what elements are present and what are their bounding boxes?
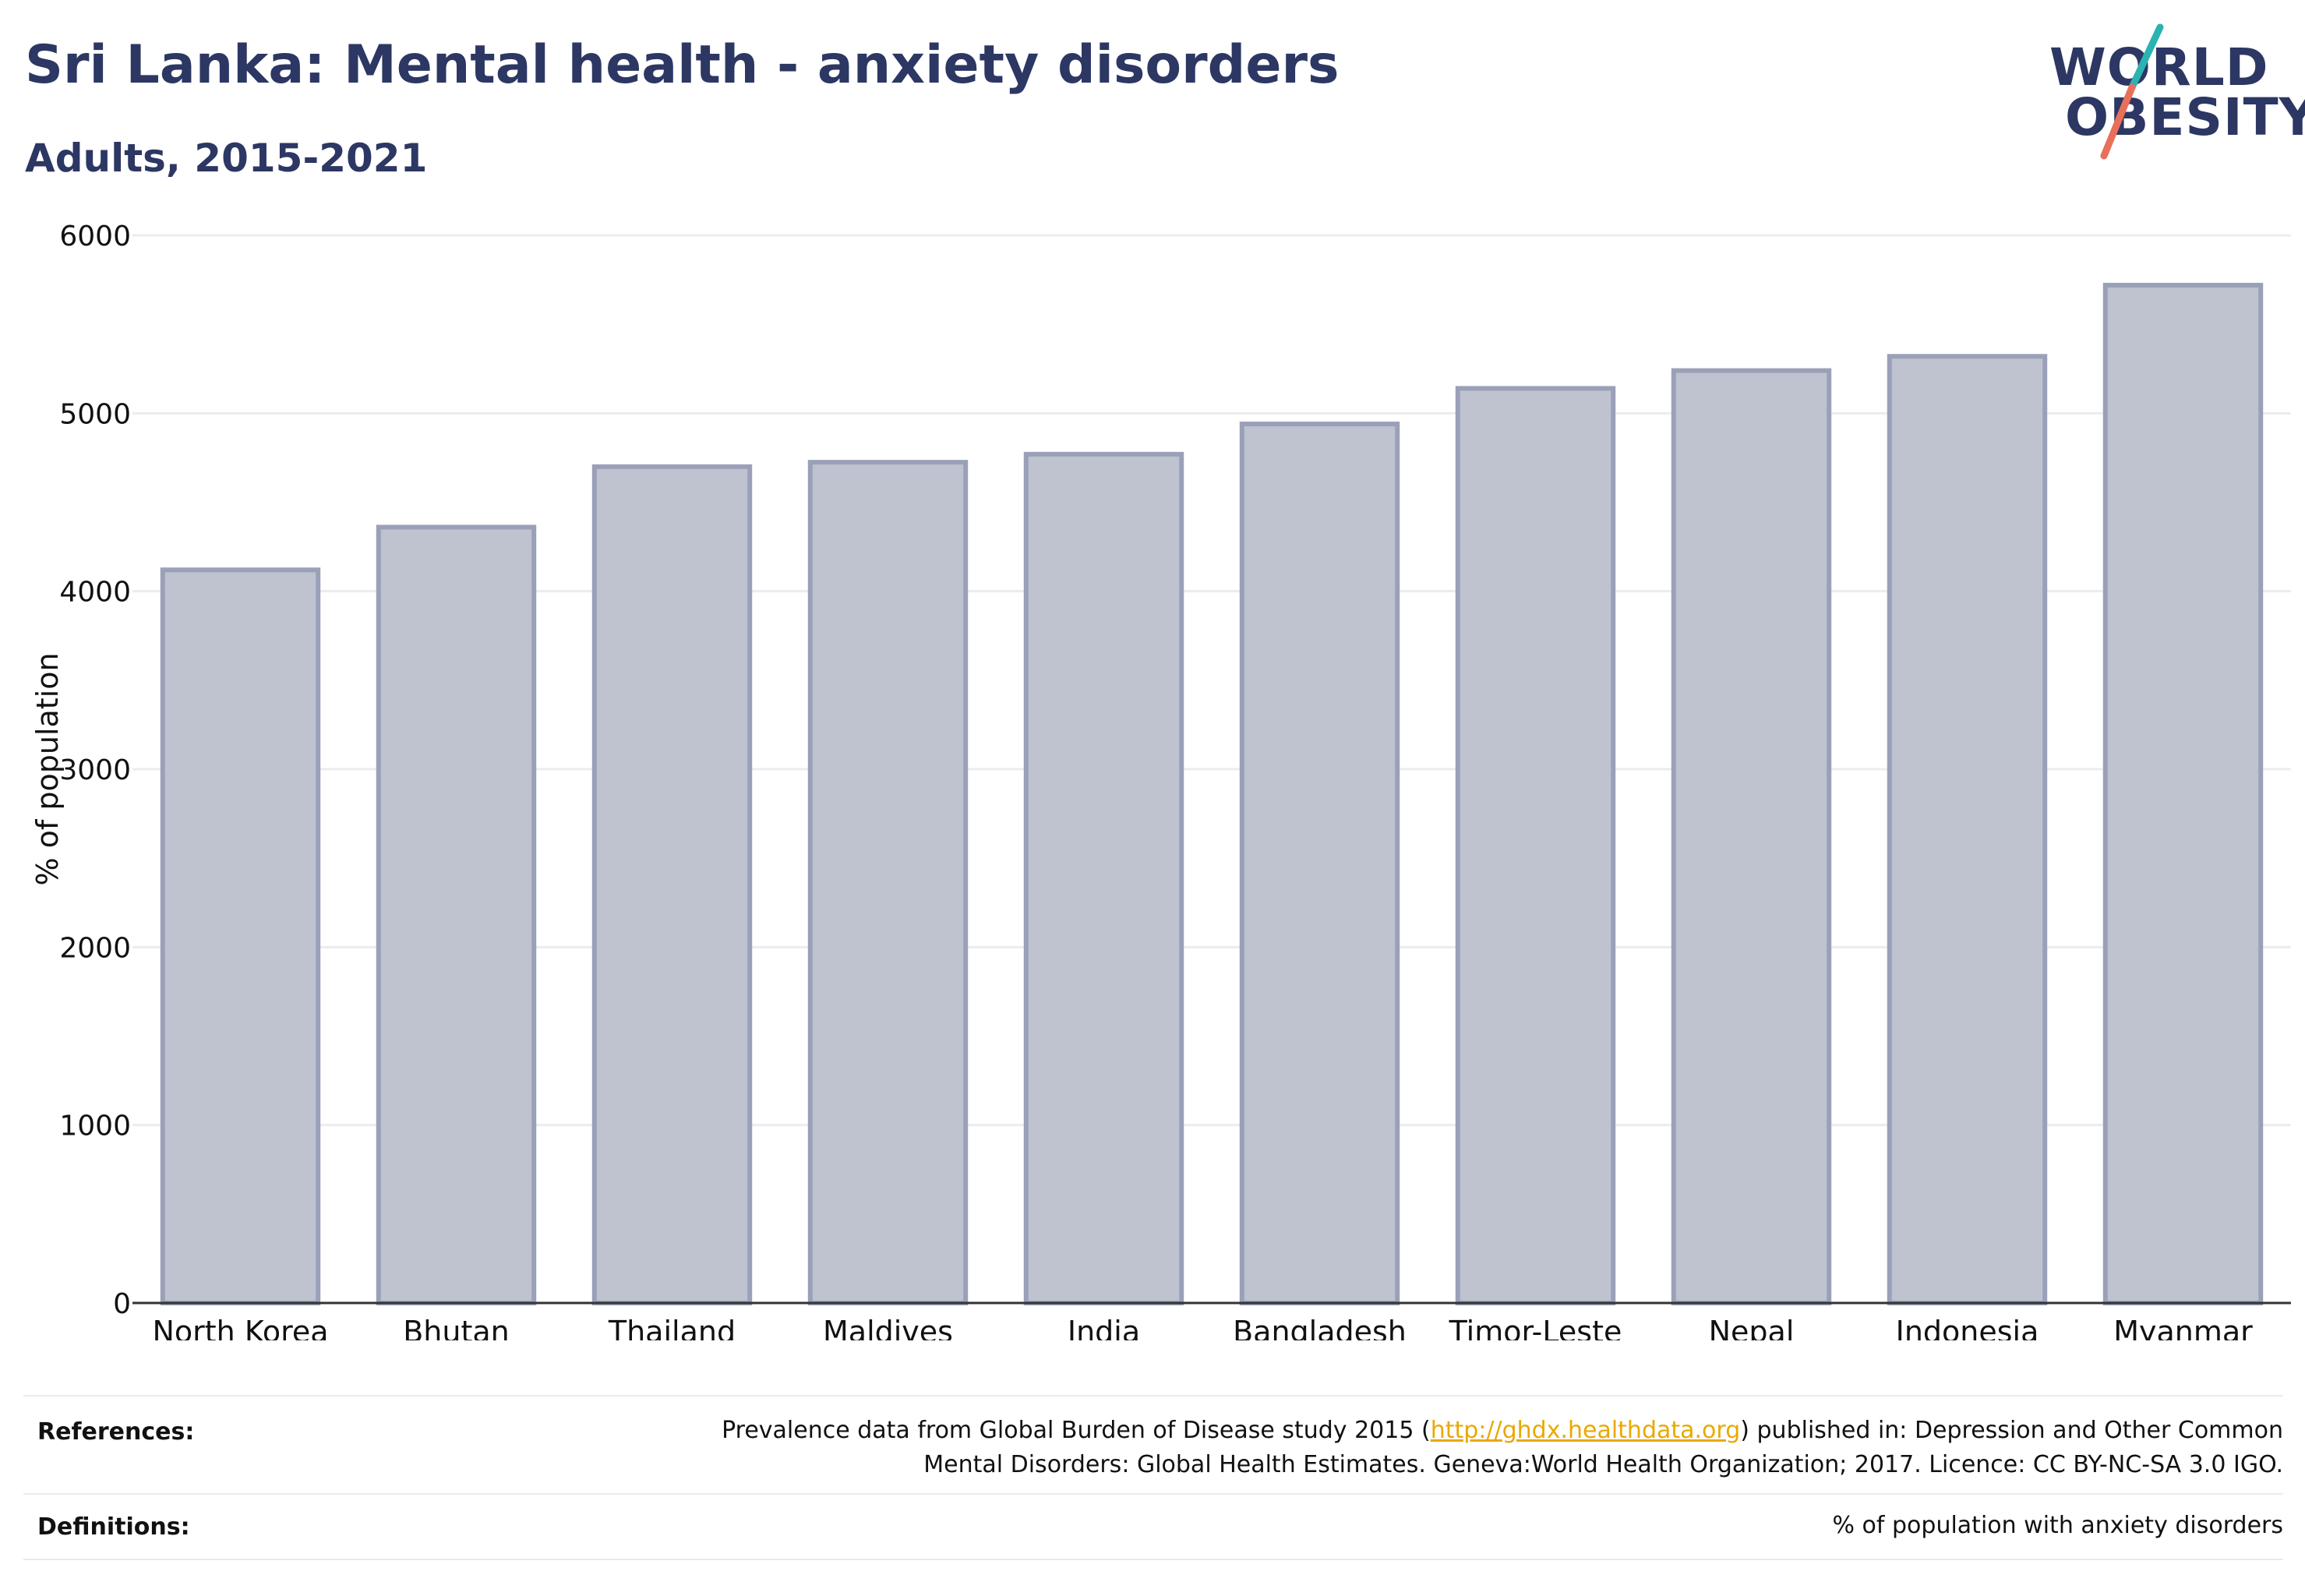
logo-line-1: WORLD — [2049, 37, 2269, 97]
x-tick-label: Bangladesh — [1233, 1315, 1407, 1340]
footer-divider-middle — [23, 1493, 2283, 1495]
definitions-section: Definitions: % of population with anxiet… — [23, 1493, 2283, 1555]
page-subtitle: Adults, 2015-2021 — [25, 136, 428, 181]
references-link[interactable]: http://ghdx.healthdata.org — [1430, 1417, 1741, 1444]
x-tick-label: Timor-Leste — [1449, 1315, 1622, 1340]
page-title: Sri Lanka: Mental health - anxiety disor… — [25, 34, 1340, 96]
bar-maldives[interactable] — [807, 460, 969, 1305]
references-label: References: — [37, 1418, 195, 1446]
y-tick-label: 0 — [113, 1288, 131, 1320]
bar-timor-leste[interactable] — [1455, 386, 1616, 1305]
axis-ticks: 0 1000 2000 3000 4000 5000 6000 North Korea Bhut… — [59, 221, 2253, 1340]
bars — [160, 282, 2264, 1305]
bar-bhutan[interactable] — [376, 524, 537, 1305]
x-tick-label: Nepal — [1709, 1315, 1795, 1340]
bar-india[interactable] — [1023, 451, 1184, 1305]
references-text-before: Prevalence data from Global Burden of Di… — [722, 1417, 1431, 1444]
x-tick-label: North Korea — [152, 1315, 328, 1340]
y-axis-label: % of population — [30, 652, 65, 885]
references-line-2: Mental Disorders: Global Health Estimate… — [923, 1451, 2283, 1478]
definitions-text: % of population with anxiety disorders — [1832, 1512, 2283, 1539]
y-tick-label: 5000 — [59, 398, 131, 430]
bar-bangladesh[interactable] — [1239, 422, 1400, 1305]
logo-line-2: OBESITY — [2065, 87, 2305, 147]
footer-divider-bottom — [23, 1559, 2283, 1560]
y-tick-label: 2000 — [59, 932, 131, 964]
bar-north-korea[interactable] — [160, 567, 321, 1305]
logo-slash-icon — [2100, 23, 2164, 160]
bar-nepal[interactable] — [1671, 368, 1832, 1305]
references-section: References: Prevalence data from Global … — [23, 1395, 2283, 1496]
y-tick-label: 3000 — [59, 754, 131, 786]
references-text-after: ) published in: Depression and Other Com… — [1740, 1417, 2283, 1444]
y-tick-label: 1000 — [59, 1110, 131, 1142]
x-tick-label: Thailand — [608, 1315, 736, 1340]
bar-myanmar[interactable] — [2102, 282, 2264, 1305]
references-text: Prevalence data from Global Burden of Di… — [722, 1414, 2283, 1482]
bar-chart: 0 1000 2000 3000 4000 5000 6000 North Korea Bhut… — [30, 221, 2291, 1340]
definitions-label: Definitions: — [37, 1513, 190, 1541]
bar-thailand[interactable] — [591, 464, 753, 1305]
y-tick-label: 6000 — [59, 221, 131, 252]
x-tick-label: Maldives — [823, 1315, 953, 1340]
x-tick-label: Bhutan — [403, 1315, 510, 1340]
bar-indonesia[interactable] — [1887, 354, 2048, 1305]
x-tick-label: India — [1068, 1315, 1140, 1340]
x-tick-label: Indonesia — [1896, 1315, 2039, 1340]
world-obesity-logo: WORLD OBESITY — [2034, 23, 2305, 164]
y-tick-label: 4000 — [59, 577, 131, 609]
x-tick-label: Myanmar — [2113, 1315, 2253, 1340]
footer-divider-top — [23, 1395, 2283, 1396]
